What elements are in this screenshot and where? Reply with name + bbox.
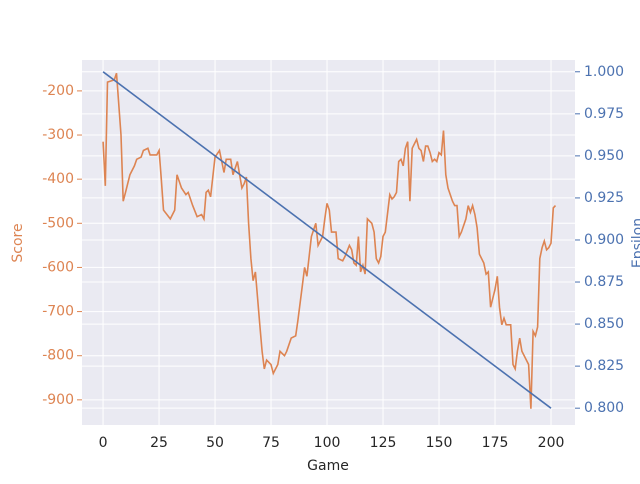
- x-tick-label: 0: [99, 435, 108, 451]
- y2-tick-label: 1.000: [584, 64, 624, 80]
- x-axis-label: Game: [307, 458, 349, 474]
- y2-tick-label: 0.950: [584, 148, 624, 164]
- x-tick-label: 200: [538, 435, 565, 451]
- y-tick-label: -700: [42, 304, 74, 320]
- y-tick-label: -200: [42, 83, 74, 99]
- y-axis-label: Score: [10, 223, 26, 262]
- x-tick-label: 75: [262, 435, 280, 451]
- series-line: [102, 71, 552, 409]
- x-tick-label: 175: [482, 435, 509, 451]
- y2-tick-label: 0.850: [584, 316, 624, 332]
- y-tick-label: -400: [42, 171, 74, 187]
- series-line: [102, 72, 557, 409]
- x-tick-label: 125: [370, 435, 397, 451]
- y2-tick-label: 0.875: [584, 274, 624, 290]
- y-tick-label: -800: [42, 348, 74, 364]
- y-tick-label: -500: [42, 215, 74, 231]
- y2-tick-label: 0.975: [584, 106, 624, 122]
- y2-tick-label: 0.800: [584, 400, 624, 416]
- y2-tick-label: 0.900: [584, 232, 624, 248]
- y-tick-label: -900: [42, 392, 74, 408]
- x-tick-label: 100: [314, 435, 341, 451]
- y2-axis-label: Epsilon: [630, 218, 640, 268]
- y2-tick-label: 0.925: [584, 190, 624, 206]
- y-tick-label: -300: [42, 127, 74, 143]
- x-tick-label: 50: [206, 435, 224, 451]
- y-tick-label: -600: [42, 259, 74, 275]
- x-tick-label: 150: [426, 435, 453, 451]
- y2-tick-label: 0.825: [584, 358, 624, 374]
- x-tick-label: 25: [150, 435, 168, 451]
